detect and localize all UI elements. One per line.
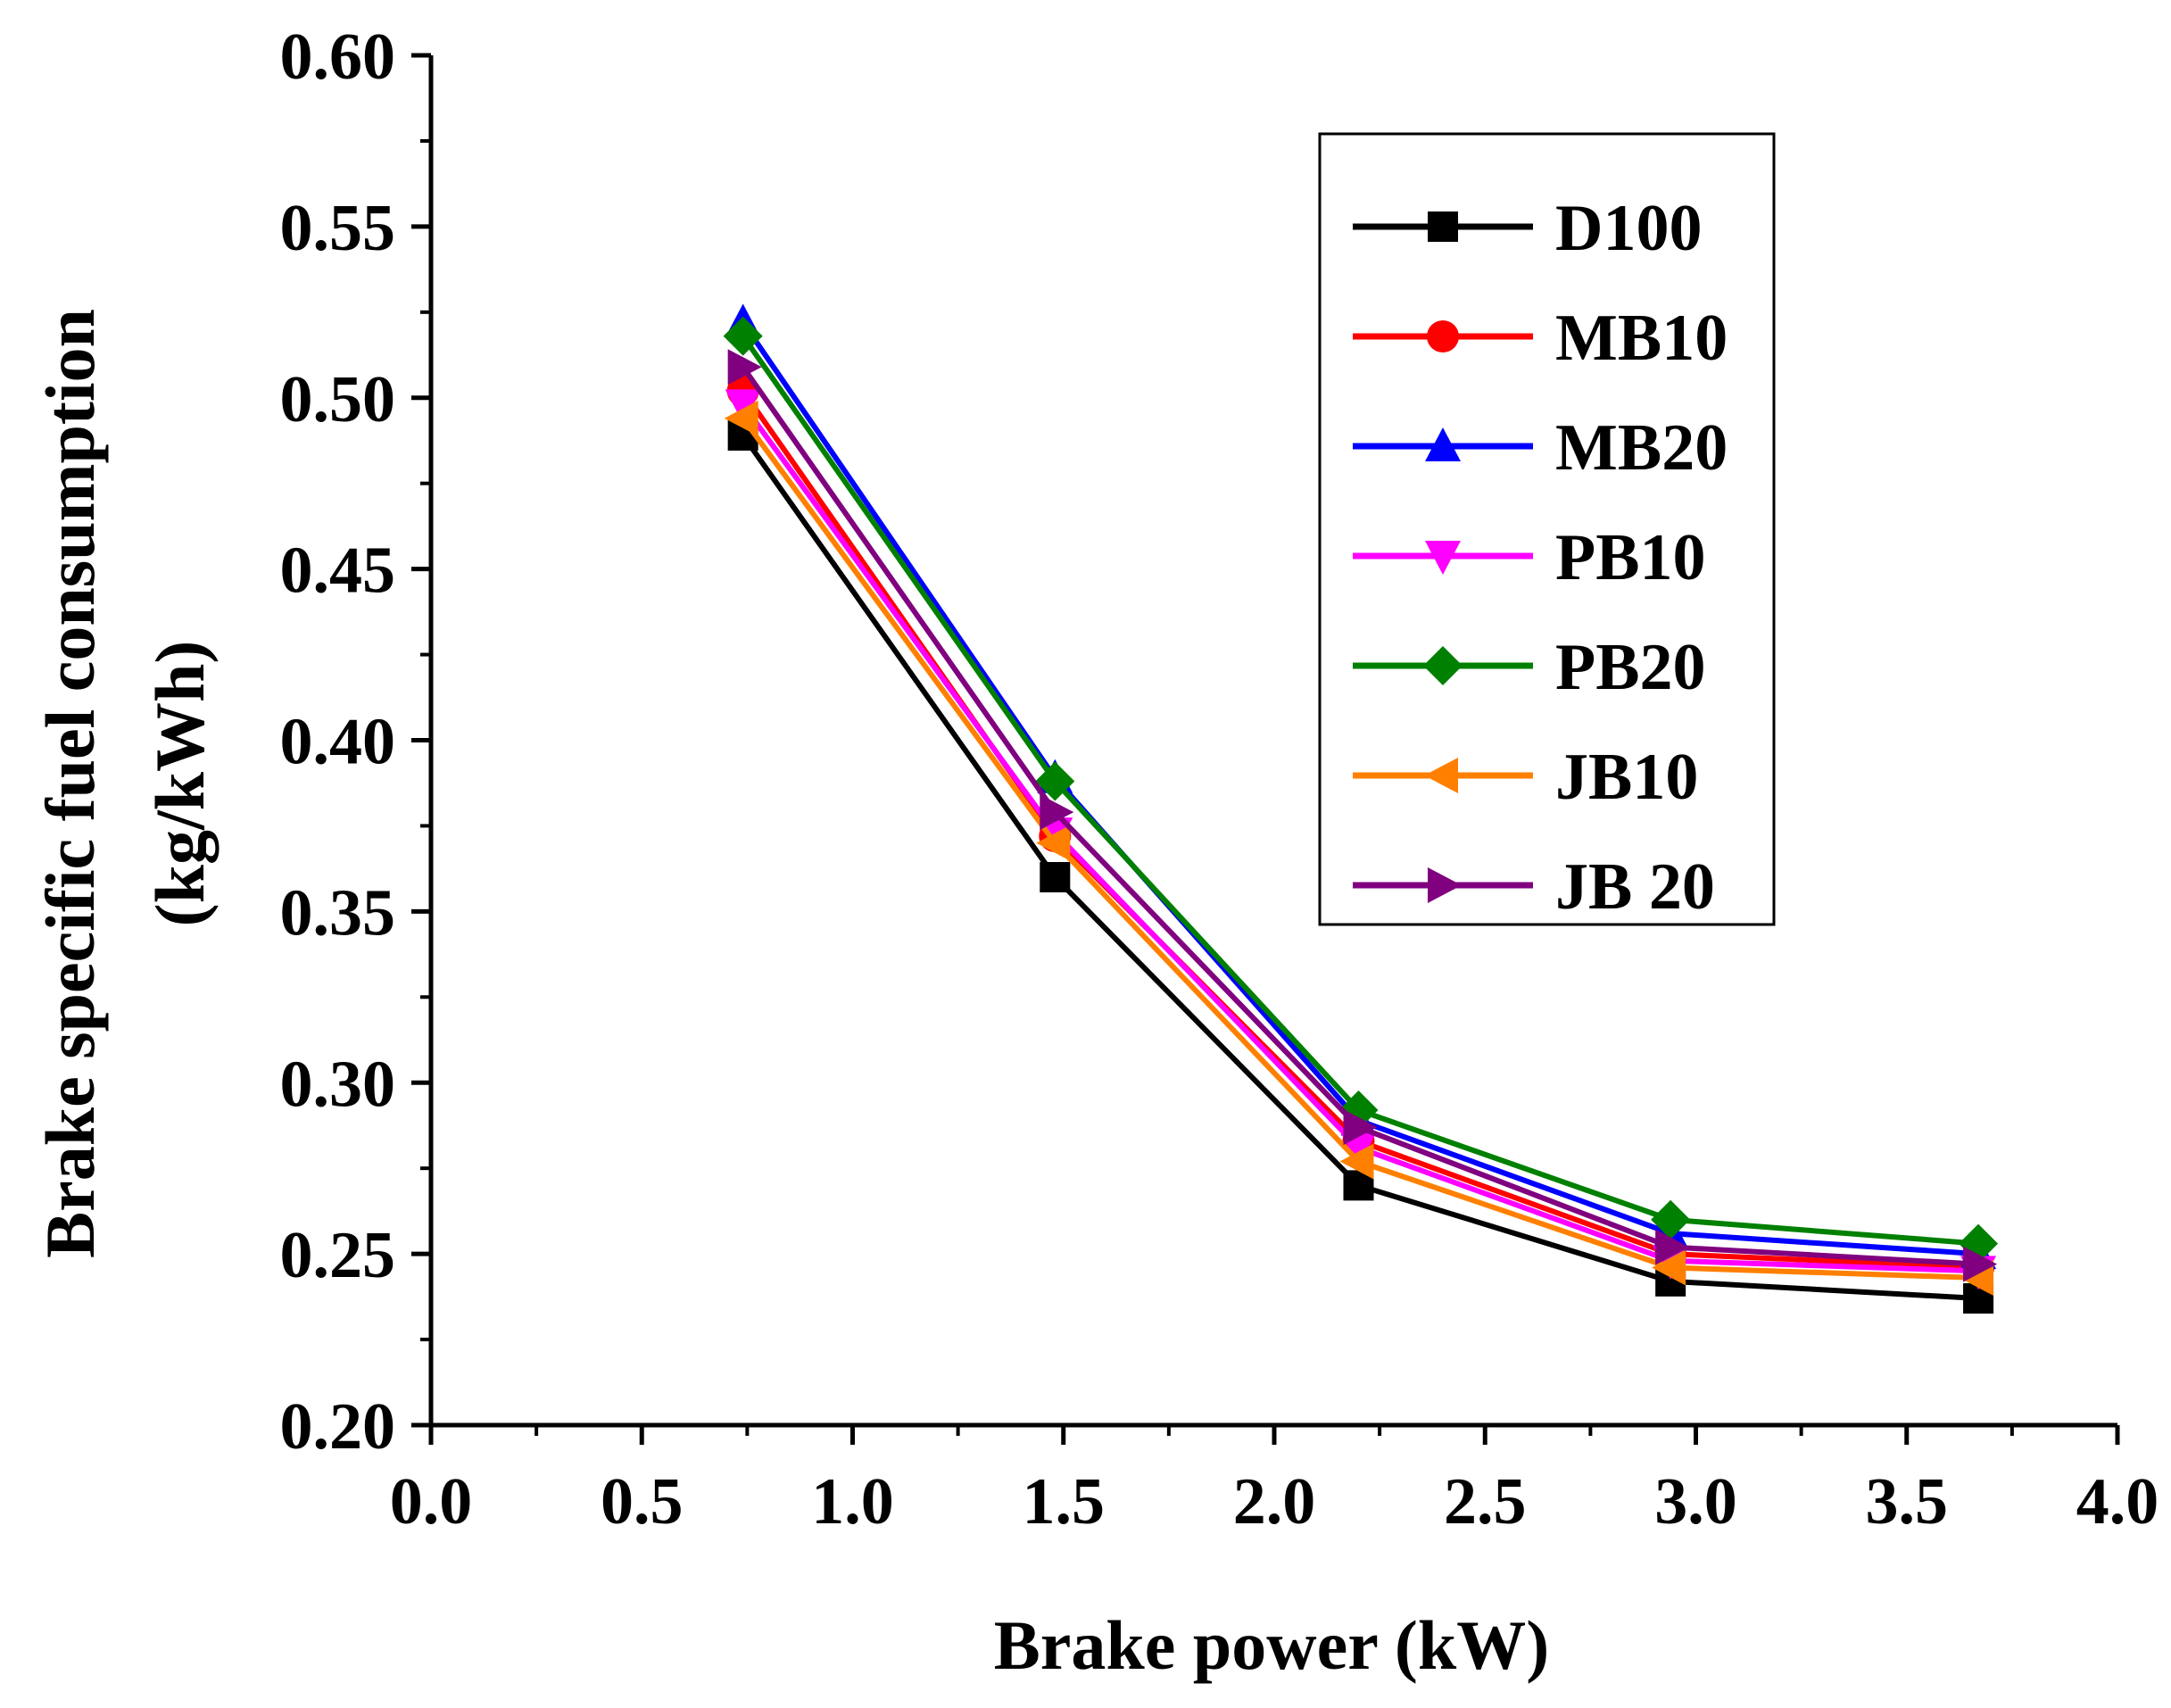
x-tick-label: 2.5 (1444, 1465, 1527, 1538)
y-tick-label: 0.50 (280, 363, 396, 436)
data-point (1963, 1246, 1998, 1282)
legend-marker (1427, 320, 1459, 352)
x-tick-label: 3.0 (1654, 1465, 1737, 1538)
y-tick-label: 0.60 (280, 21, 396, 94)
legend-marker (1423, 646, 1463, 685)
x-tick-label: 3.5 (1866, 1465, 1949, 1538)
legend-marker (1425, 427, 1461, 461)
x-tick-label: 1.5 (1023, 1465, 1106, 1538)
data-point (725, 389, 761, 424)
legend-item: JB 20 (1353, 850, 1715, 924)
y-axis-title-units: (kg/kWh) (141, 641, 219, 927)
data-point (1343, 1109, 1378, 1146)
series-layer (723, 303, 1999, 1314)
x-axis-title: Brake power (kW) (994, 1606, 1550, 1684)
legend-item: JB10 (1353, 741, 1698, 814)
data-point (1652, 1249, 1686, 1286)
data-point (1040, 862, 1071, 892)
x-tick-label: 0.5 (601, 1465, 684, 1538)
legend-item: D100 (1353, 192, 1702, 265)
data-point (1655, 1229, 1690, 1265)
legend-label: PB20 (1555, 631, 1706, 704)
data-point (1040, 794, 1074, 831)
legend-item: PB20 (1353, 631, 1706, 704)
y-tick-label: 0.20 (280, 1390, 396, 1463)
x-tick-label: 0.0 (390, 1465, 473, 1538)
legend-label: D100 (1555, 192, 1702, 265)
x-tick-label: 4.0 (2076, 1465, 2159, 1538)
legend-item: MB10 (1353, 302, 1728, 375)
data-point (727, 349, 762, 386)
legend-label: JB10 (1555, 741, 1698, 814)
y-tick-label: 0.40 (280, 706, 396, 779)
series-pb20 (723, 316, 1999, 1264)
data-point (724, 400, 758, 436)
y-tick-label: 0.35 (280, 876, 396, 949)
data-point (1651, 1199, 1691, 1240)
legend-label: MB20 (1555, 411, 1728, 485)
y-tick-label: 0.30 (280, 1048, 396, 1121)
legend-box (1318, 132, 1776, 926)
legend-label: PB10 (1555, 521, 1706, 594)
x-tick-label: 2.0 (1233, 1465, 1316, 1538)
x-tick-label: 1.0 (811, 1465, 894, 1538)
series-d100 (727, 419, 1994, 1314)
legend-label: MB10 (1555, 302, 1728, 375)
legend-item: PB10 (1353, 521, 1706, 594)
legend-marker (1425, 541, 1461, 575)
data-point (723, 316, 763, 356)
legend-item: MB20 (1353, 411, 1728, 485)
legend-marker (1424, 758, 1458, 793)
data-point (1339, 1143, 1374, 1180)
y-tick-label: 0.25 (280, 1219, 396, 1292)
y-tick-label: 0.55 (280, 192, 396, 265)
data-point (1036, 825, 1071, 861)
legend-label: JB 20 (1555, 850, 1715, 924)
data-point (1035, 761, 1075, 801)
legend: D100 MB10 MB20 PB10 PB20 JB10 JB 20 (1318, 132, 1776, 926)
y-axis-title: Brake specific fuel consumption (31, 309, 109, 1258)
series-jb20 (727, 349, 1998, 1282)
legend-marker (1428, 867, 1462, 903)
axes: 0.0 0.5 1.0 1.5 2.0 2.5 3.0 3.5 4.0 0.20 0.25 0.30 0… (280, 21, 2159, 1538)
legend-marker (1428, 211, 1458, 242)
y-tick-label: 0.45 (280, 535, 396, 608)
